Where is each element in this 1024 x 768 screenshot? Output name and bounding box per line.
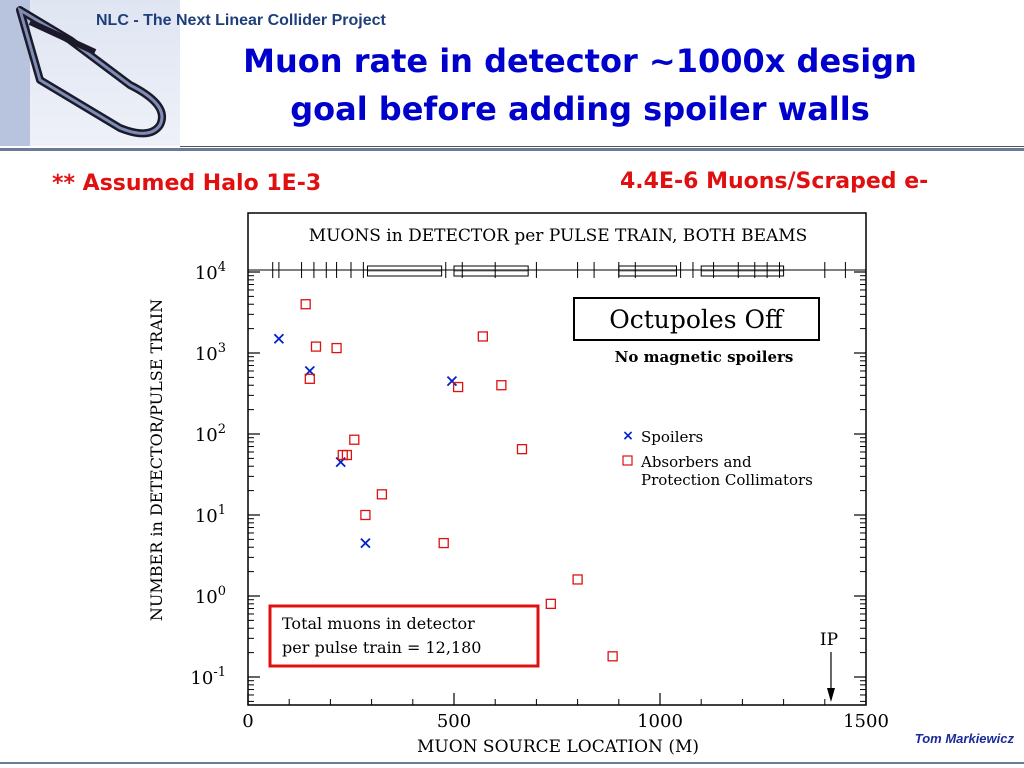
chart-title: MUONS in DETECTOR per PULSE TRAIN, BOTH … [309,226,808,246]
y-tick-label: 103 [195,341,226,365]
data-points [273,299,618,662]
total-muons-box [268,604,540,668]
absorber-point [496,380,507,391]
y-tick-label: 102 [195,422,226,446]
x-tick-label: 0 [242,711,253,732]
y-tick-base: 10 [195,263,218,284]
octupoles-box-subtitle: No magnetic spoilers [615,348,794,366]
y-tick-exp: 0 [218,584,226,599]
y-tick-base: 10 [190,668,213,689]
slide-title-line-2: goal before adding spoiler walls [290,90,870,128]
y-axis-label: NUMBER in DETECTOR/PULSE TRAIN [147,299,166,621]
nlc-logo [16,6,166,138]
halo-assumption-note: ** Assumed Halo 1E-3 [52,171,322,196]
title-divider-thick [0,148,1024,151]
spoiler-point-stroke [273,333,285,344]
absorber-point [349,434,360,445]
project-header: NLC - The Next Linear Collider Project [96,12,386,29]
absorber-point [477,331,488,342]
beamline-elements [272,262,846,278]
y-tick-base: 10 [195,506,218,527]
x-axis-ticks: 0 500 1000 1500 [242,693,889,732]
x-tick-label: 1000 [637,711,683,732]
title-divider-thin [180,146,1024,147]
octupoles-box-title: Octupoles Off [609,305,785,334]
slide-title-line-1: Muon rate in detector ~1000x design [243,42,917,80]
absorber-point [360,509,371,521]
absorber-point [310,341,322,352]
spoiler-point [446,375,458,387]
total-muons-line1: Total muons in detector [282,614,475,633]
absorber-point [304,373,315,384]
absorber-point [331,342,342,354]
octupoles-box [573,297,820,341]
x-tick-label: 500 [437,711,471,732]
y-tick-exp: 3 [218,341,226,356]
absorber-point [572,574,583,585]
y-tick-exp: 1 [218,503,226,518]
y-tick-label: 10-1 [190,665,226,689]
legend-spoilers-marker: × [622,428,634,444]
y-tick-exp: 2 [218,422,226,437]
legend-absorbers-label-line2: Protection Collimators [641,471,813,489]
y-tick-label: 104 [195,260,226,284]
absorber-point [516,444,528,455]
absorber-point [452,381,464,393]
legend-absorbers-marker [622,455,633,466]
spoiler-point [273,333,285,344]
ip-label: IP [820,630,838,650]
legend: × Spoilers Absorbers and Protection Coll… [622,428,813,489]
absorber-point [545,598,556,609]
y-tick-base: 10 [195,344,218,365]
x-axis-label: MUON SOURCE LOCATION (M) [417,737,699,757]
absorber-point [341,449,353,461]
muons-per-scraped-note: 4.4E-6 Muons/Scraped e- [620,169,929,194]
x-tick-label: 1500 [843,711,889,732]
y-tick-exp: 4 [218,260,226,275]
y-tick-base: 10 [195,425,218,446]
legend-spoilers-label: Spoilers [641,428,703,446]
absorber-point [300,299,311,310]
total-muons-line2: per pulse train = 12,180 [282,638,481,657]
absorber-point [376,489,388,500]
legend-absorbers-label: Absorbers and [640,453,752,471]
bottom-rule [0,762,1024,764]
spoiler-point [360,537,371,549]
y-tick-label: 101 [195,503,226,527]
absorber-point [607,651,618,662]
author-credit: Tom Markiewicz [914,731,1014,746]
y-tick-exp: -1 [213,665,226,680]
absorber-point [438,537,449,549]
y-tick-label: 100 [195,584,226,608]
spoiler-point-stroke [446,375,458,387]
spoiler-point-stroke [360,537,371,549]
ip-arrow-head [826,688,835,702]
y-tick-base: 10 [195,587,218,608]
